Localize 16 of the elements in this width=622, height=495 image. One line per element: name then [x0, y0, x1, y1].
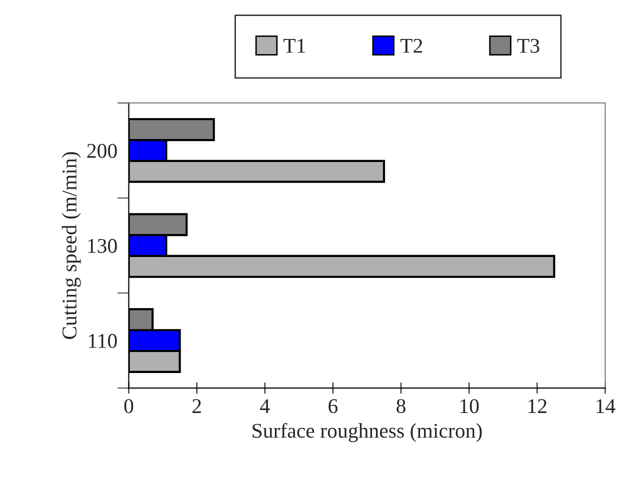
x-tick-label: 2 — [192, 399, 201, 413]
x-axis-title: Surface roughness (micron) — [252, 422, 482, 442]
y-tick-label: 110 — [89, 334, 117, 348]
x-tick-label: 0 — [124, 399, 134, 414]
y-tick-label: 200 — [87, 144, 117, 158]
x-tick-label: 14 — [596, 399, 616, 413]
x-tick-label: 10 — [460, 399, 479, 414]
legend-label: T1 — [284, 38, 306, 53]
legend-label: T3 — [517, 38, 540, 53]
legend-label: T2 — [400, 38, 422, 53]
y-axis-title: Cutting speed (m/min) — [62, 152, 81, 339]
y-tick-label: 130 — [88, 238, 117, 253]
x-tick-label: 8 — [396, 399, 406, 414]
x-tick-label: 12 — [528, 399, 546, 413]
x-tick-label: 6 — [328, 399, 338, 414]
x-tick-label: 4 — [260, 399, 270, 413]
